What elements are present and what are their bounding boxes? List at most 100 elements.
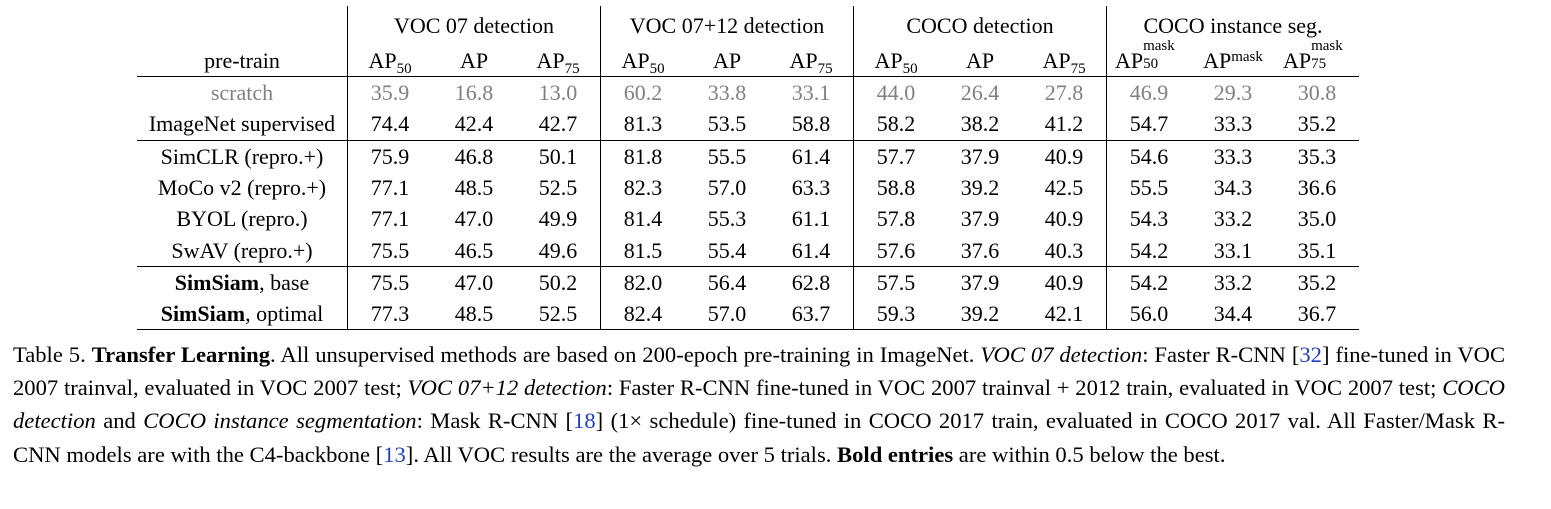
metric-ap: AP (432, 44, 516, 77)
table-cell: 63.3 (791, 175, 831, 201)
table-cell: 62.8 (769, 265, 854, 299)
table-cell: 46.5 (454, 237, 494, 263)
table-cell: 55.4 (707, 237, 747, 263)
table-cell: 61.1 (791, 206, 831, 232)
metric-ap50: AP50 (600, 44, 685, 77)
group-header-coco-det: COCO detection (853, 6, 1107, 44)
table-cell: 58.8 (791, 111, 831, 137)
table-cell: 35.3 (1275, 139, 1359, 172)
table-cell: 16.8 (454, 80, 494, 106)
metric-ap75: AP75 (769, 44, 854, 77)
table-cell: 54.3 (1106, 203, 1191, 235)
table-row: scratch 35.9 16.8 13.0 60.2 33.8 33.1 44.0 26.4 2… (137, 76, 1359, 109)
table-cell: 57.5 (853, 265, 938, 299)
table-cell: 75.9 (347, 139, 432, 172)
table-cell: 37.9 (960, 206, 1000, 232)
table-row: BYOL (repro.) 77.1 47.0 49.9 81.4 55.3 61.1 57.… (137, 203, 1359, 235)
metric-ap: AP (685, 44, 769, 77)
group-header-voc0712: VOC 07+12 detection (600, 6, 854, 44)
table-cell: 38.2 (960, 111, 1000, 137)
metric-ap-mask: APmask (1191, 44, 1275, 77)
table-cell: 42.4 (454, 111, 494, 137)
table-cell: 47.0 (432, 265, 516, 299)
metric-ap75: AP75 (516, 44, 601, 77)
table-cell: 81.8 (600, 139, 685, 172)
caption-label: Table 5. (13, 342, 86, 367)
citation-link[interactable]: 18 (573, 408, 596, 434)
table-cell: 57.7 (853, 139, 938, 172)
metric-ap50: AP50 (853, 44, 938, 77)
table-cell: 30.8 (1297, 80, 1337, 106)
citation-link[interactable]: 13 (383, 441, 406, 467)
table-row: ImageNet supervised 74.4 42.4 42.7 81.3 53.5 5… (137, 108, 1359, 141)
table-cell: 47.0 (454, 206, 494, 232)
results-body: scratch 35.9 16.8 13.0 60.2 33.8 33.1 44.0 26.4 2… (137, 76, 1359, 331)
pretrain-header: pre-train (137, 44, 348, 77)
row-label: SimSiam, optimal (137, 298, 348, 331)
table-row: SimSiam, base 75.5 47.0 50.2 82.0 56.4 62.8 57.… (137, 265, 1359, 299)
citation-link[interactable]: 32 (1299, 342, 1322, 367)
table-cell: 37.6 (960, 237, 1000, 263)
table-cell: 36.7 (1275, 298, 1359, 331)
table-cell: 34.4 (1191, 298, 1275, 331)
metric-header-row: pre-train AP50 AP AP75 AP50 AP AP75 AP50… (137, 38, 1359, 77)
table-cell: 52.5 (538, 175, 578, 201)
metric-ap50: AP50 (347, 44, 432, 77)
table-cell: 42.7 (538, 111, 578, 137)
table-cell: 55.5 (685, 139, 769, 172)
table-cell: 54.2 (1106, 234, 1191, 267)
table-cell: 49.9 (538, 206, 578, 232)
table-cell: 33.2 (1191, 265, 1275, 299)
table-cell: 57.0 (685, 298, 769, 331)
table-cell: 27.8 (1044, 80, 1084, 106)
table-cell: 75.5 (347, 265, 432, 299)
table-cell: 35.1 (1297, 237, 1337, 263)
group-header-row: VOC 07 detection VOC 07+12 detection COC… (137, 6, 1359, 44)
table-cell: 48.5 (432, 298, 516, 331)
table-row: SimCLR (repro.+) 75.9 46.8 50.1 81.8 55.5 61.4… (137, 139, 1359, 172)
row-label: MoCo v2 (repro.+) (157, 175, 327, 201)
table-cell: 48.5 (454, 175, 494, 201)
table-cell: 61.4 (791, 237, 831, 263)
table-cell: 35.2 (1297, 111, 1337, 137)
row-label: BYOL (repro.) (176, 206, 308, 232)
table-cell: 39.2 (960, 175, 1000, 201)
table-cell: 50.1 (516, 139, 601, 172)
table-cell: 40.9 (1022, 139, 1107, 172)
corner-cell (137, 6, 348, 44)
table-cell: 42.5 (1044, 175, 1084, 201)
metric-ap75-mask: AP mask 75 (1275, 38, 1359, 77)
row-label: ImageNet supervised (148, 111, 336, 137)
table-cell: 46.8 (432, 139, 516, 172)
table-cell: 57.8 (853, 203, 938, 235)
results-table: VOC 07 detection VOC 07+12 detection COC… (137, 6, 1359, 331)
table-cell: 46.9 (1106, 76, 1191, 109)
metric-ap75: AP75 (1022, 44, 1107, 77)
group-header-voc07: VOC 07 detection (347, 6, 601, 44)
table-caption: Table 5. Transfer Learning. All unsuperv… (13, 342, 1506, 467)
table-cell: 60.2 (600, 76, 685, 109)
table-cell: 50.2 (516, 265, 601, 299)
table-cell: 58.2 (853, 108, 938, 141)
row-label: SimSiam, base (137, 265, 348, 299)
table-cell: 77.1 (347, 171, 432, 204)
table-cell: 13.0 (538, 80, 578, 106)
row-label: SimCLR (repro.+) (137, 139, 348, 172)
table-cell: 41.2 (1044, 111, 1084, 137)
table-cell: 35.9 (347, 76, 432, 109)
table-cell: 59.3 (853, 298, 938, 331)
table-cell: 82.4 (600, 298, 685, 331)
table-cell: 26.4 (960, 80, 1000, 106)
table-cell: 52.5 (516, 298, 601, 331)
table-cell: 57.6 (853, 234, 938, 267)
table-cell: 29.3 (1213, 80, 1253, 106)
table-cell: 33.1 (1213, 237, 1253, 263)
table-cell: 44.0 (853, 76, 938, 109)
table-cell: 49.6 (538, 237, 578, 263)
table-cell: 39.2 (938, 298, 1022, 331)
table-cell: 54.6 (1106, 139, 1191, 172)
table-cell: 54.7 (1106, 108, 1191, 141)
row-label: SwAV (repro.+) (171, 237, 313, 263)
table-cell: 34.3 (1213, 175, 1253, 201)
